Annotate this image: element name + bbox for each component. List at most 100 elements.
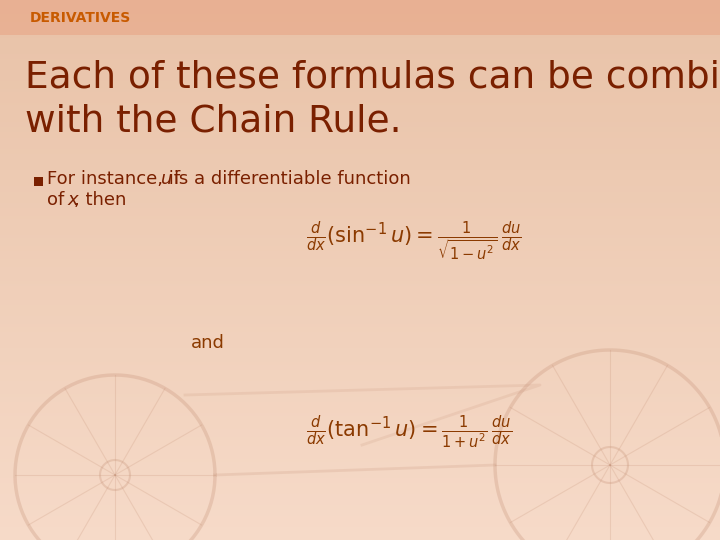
Bar [0, 293, 720, 297]
Bar [0, 239, 720, 243]
Bar [0, 390, 720, 394]
Text: , then: , then [74, 191, 127, 209]
Bar [0, 285, 720, 289]
Bar [0, 291, 720, 294]
Bar [0, 39, 720, 43]
Bar [0, 37, 720, 40]
Bar [0, 96, 720, 100]
Bar [0, 42, 720, 46]
Bar [0, 69, 720, 73]
Bar [0, 296, 720, 300]
Bar [0, 31, 720, 35]
Bar [0, 237, 720, 240]
Text: x: x [67, 191, 78, 209]
Bar [0, 474, 720, 478]
Bar [0, 331, 720, 335]
Bar [0, 307, 720, 310]
Bar [0, 439, 720, 443]
Bar [0, 126, 720, 130]
Bar [0, 153, 720, 157]
Bar [0, 104, 720, 108]
Bar [0, 326, 720, 329]
Bar [0, 339, 720, 343]
Bar [0, 404, 720, 408]
Bar [0, 309, 720, 313]
Bar [0, 328, 720, 332]
Bar [0, 504, 720, 508]
Bar [0, 21, 720, 24]
Bar [0, 534, 720, 537]
Bar [0, 147, 720, 151]
Bar [0, 480, 720, 483]
Bar [0, 150, 720, 154]
Bar [0, 215, 720, 219]
Bar [0, 77, 720, 81]
Text: $\frac{d}{dx}(\tan^{-1}u) = \frac{1}{1+u^2}\,\frac{du}{dx}$: $\frac{d}{dx}(\tan^{-1}u) = \frac{1}{1+u… [306, 414, 512, 450]
Bar [0, 91, 720, 94]
Bar [0, 80, 720, 84]
Bar [0, 320, 720, 324]
Bar [0, 517, 720, 521]
Bar [0, 29, 720, 32]
Bar [34, 177, 43, 186]
Bar [0, 282, 720, 286]
Bar [0, 102, 720, 105]
Bar [0, 10, 720, 14]
Bar [0, 423, 720, 427]
Bar [0, 66, 720, 70]
Bar [0, 255, 720, 259]
Bar [0, 18, 720, 22]
Bar [0, 444, 720, 448]
Bar [0, 482, 720, 486]
Bar [0, 264, 720, 267]
Text: and: and [191, 334, 225, 352]
Bar [0, 366, 720, 370]
Bar [0, 471, 720, 475]
Bar [0, 250, 720, 254]
Bar [0, 204, 720, 208]
Bar [0, 115, 720, 119]
Bar [0, 274, 720, 278]
Bar [0, 277, 720, 281]
Bar [0, 336, 720, 340]
Bar [0, 4, 720, 8]
Bar [0, 520, 720, 524]
Bar [0, 177, 720, 181]
Bar [0, 166, 720, 170]
Bar [0, 399, 720, 402]
Bar [0, 393, 720, 397]
Bar [0, 23, 720, 27]
Bar [0, 498, 720, 502]
Bar [0, 407, 720, 410]
Bar [0, 64, 720, 68]
Bar [0, 447, 720, 451]
Text: DERIVATIVES: DERIVATIVES [30, 11, 131, 25]
Bar [0, 210, 720, 213]
Bar [0, 48, 720, 51]
Bar [0, 377, 720, 381]
Bar [0, 75, 720, 78]
Bar [0, 455, 720, 459]
Bar [0, 374, 720, 378]
Bar [0, 2, 720, 5]
Bar [0, 490, 720, 494]
Bar [0, 409, 720, 413]
Bar [0, 199, 720, 202]
Bar [0, 131, 720, 135]
Bar [0, 372, 720, 375]
Bar [0, 118, 720, 122]
Bar [0, 301, 720, 305]
Bar [0, 50, 720, 54]
Bar [0, 463, 720, 467]
Bar [0, 436, 720, 440]
Bar [0, 434, 720, 437]
Bar [0, 334, 720, 338]
Bar [0, 477, 720, 481]
Bar [0, 509, 720, 513]
Bar [0, 369, 720, 373]
Bar [0, 531, 720, 535]
Bar [0, 183, 720, 186]
Bar [0, 288, 720, 292]
Bar [0, 382, 720, 386]
Bar [0, 15, 720, 19]
